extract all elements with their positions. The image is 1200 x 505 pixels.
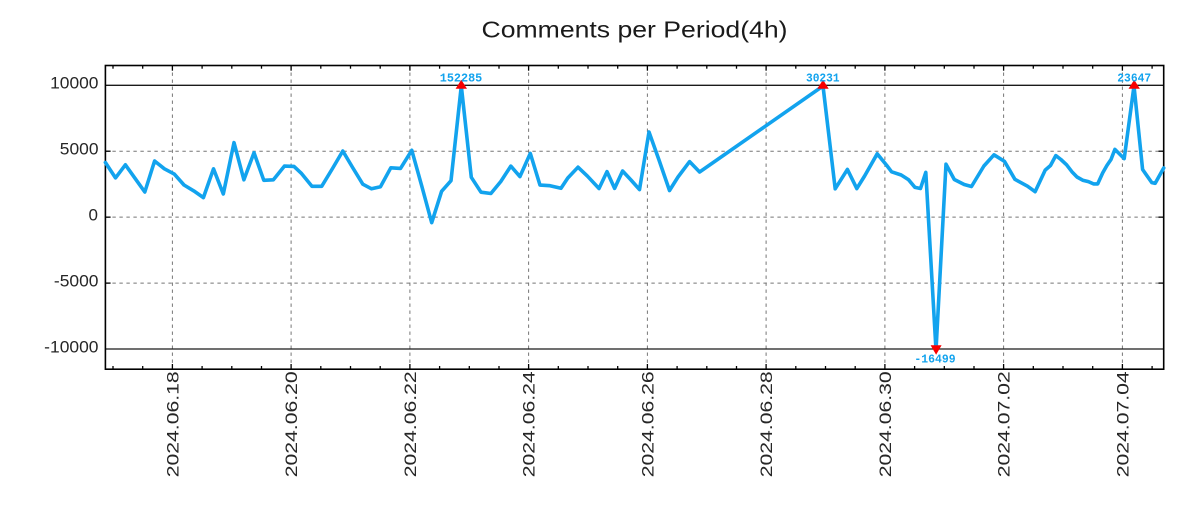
svg-text:23647: 23647 [1117,73,1151,86]
svg-text:-16499: -16499 [914,353,955,366]
svg-text:2024.06.24: 2024.06.24 [520,371,539,477]
svg-text:2024.06.22: 2024.06.22 [401,371,420,477]
svg-text:2024.06.26: 2024.06.26 [638,371,657,477]
svg-text:10000: 10000 [50,74,98,93]
svg-text:2024.06.28: 2024.06.28 [757,371,776,477]
svg-text:-5000: -5000 [54,272,99,291]
svg-text:2024.07.02: 2024.07.02 [995,371,1014,477]
svg-text:0: 0 [89,206,98,225]
svg-text:2024.07.04: 2024.07.04 [1113,371,1132,477]
svg-text:2024.06.18: 2024.06.18 [163,371,182,477]
svg-text:Comments per Period(4h): Comments per Period(4h) [482,17,788,43]
svg-text:30231: 30231 [806,73,840,86]
svg-text:5000: 5000 [60,140,99,159]
svg-text:-10000: -10000 [44,337,98,356]
svg-text:2024.06.30: 2024.06.30 [876,371,895,477]
svg-text:152285: 152285 [440,73,483,86]
svg-text:2024.06.20: 2024.06.20 [282,371,301,477]
